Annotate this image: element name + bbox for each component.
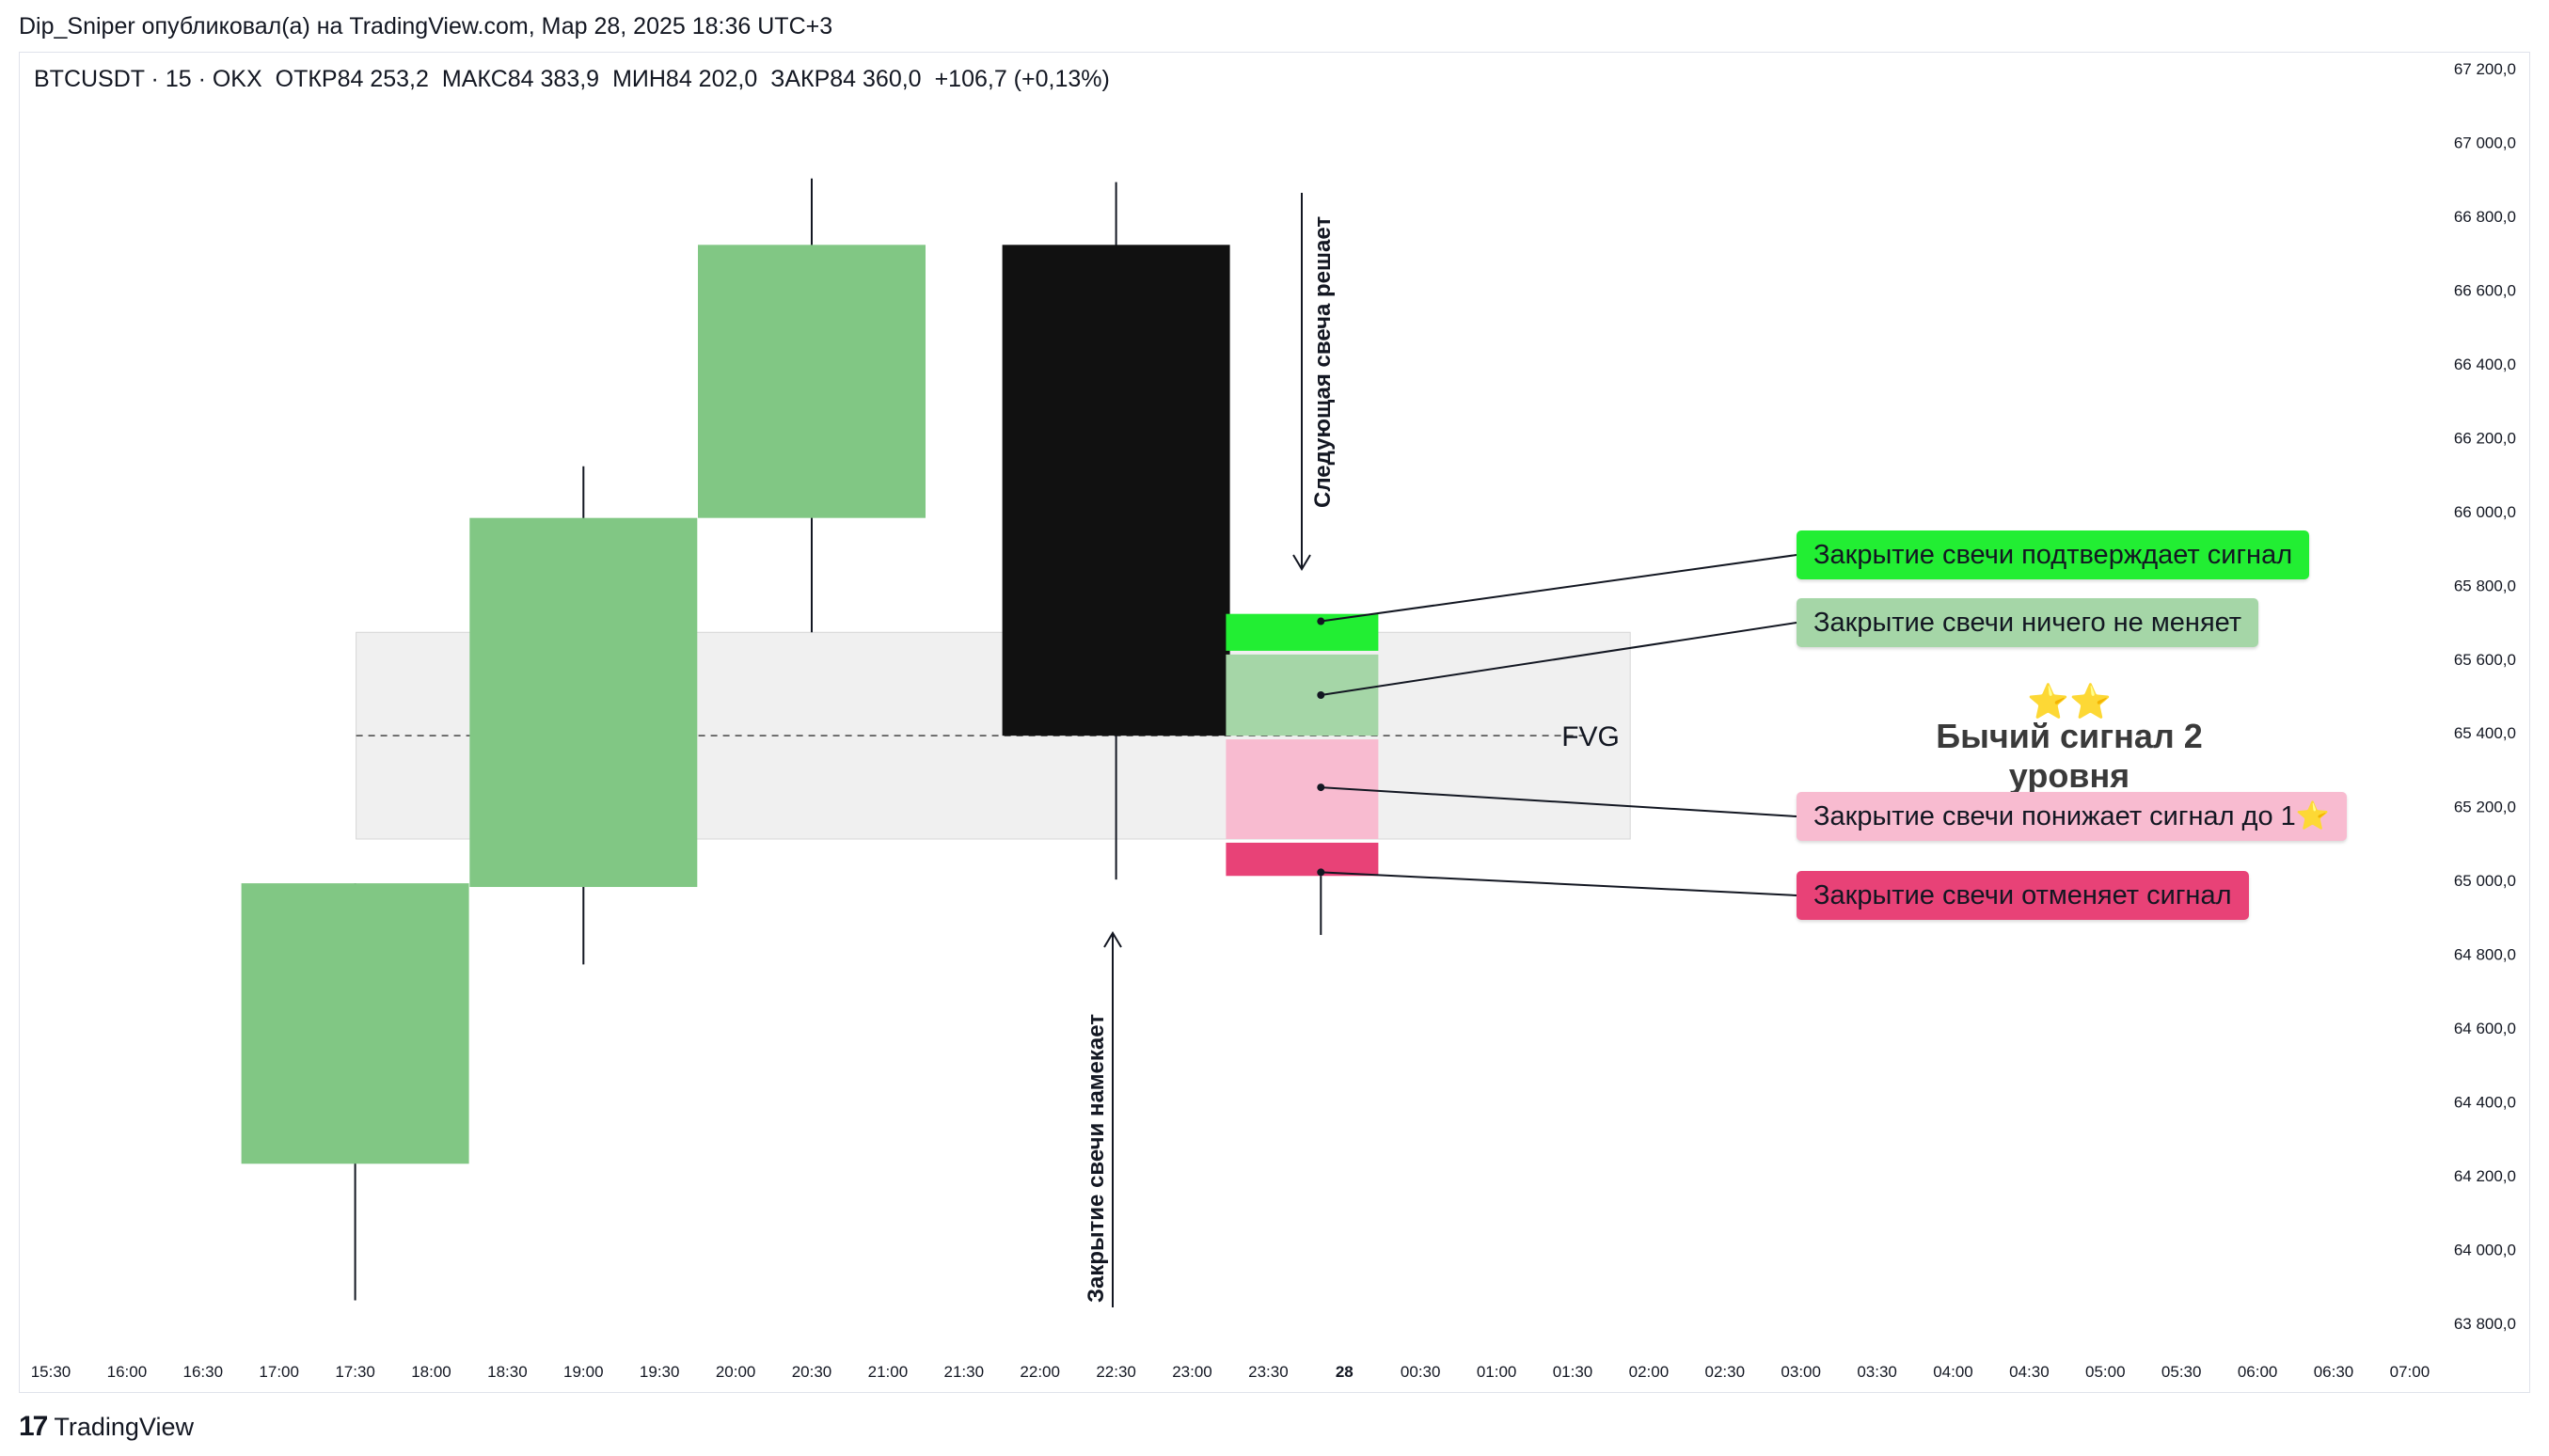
x-tick-label: 06:00: [2238, 1363, 2278, 1381]
y-tick-label: 64 200,0: [2454, 1167, 2516, 1185]
y-tick-label: 66 400,0: [2454, 356, 2516, 373]
y-tick-label: 66 600,0: [2454, 281, 2516, 299]
y-tick-label: 65 800,0: [2454, 577, 2516, 594]
y-tick-label: 65 000,0: [2454, 872, 2516, 890]
x-tick-label: 00:30: [1401, 1363, 1441, 1381]
close-value: ЗАКР84 360,0: [770, 66, 922, 92]
y-tick-label: 63 800,0: [2454, 1315, 2516, 1333]
connector-dot: [1317, 617, 1325, 625]
callout-confirm[interactable]: Закрытие свечи подтверждает сигнал: [1797, 530, 2310, 579]
x-tick-label: 16:00: [107, 1363, 148, 1381]
x-tick-label: 18:00: [411, 1363, 451, 1381]
x-tick-label: 19:30: [640, 1363, 680, 1381]
connector-cancel: [1321, 871, 1797, 896]
y-tick-label: 66 200,0: [2454, 429, 2516, 447]
y-tick-label: 65 400,0: [2454, 724, 2516, 742]
x-tick-label: 22:00: [1020, 1363, 1060, 1381]
tradingview-logo-icon: 17: [19, 1411, 48, 1442]
x-tick-label: 03:00: [1781, 1363, 1821, 1381]
candle-body[interactable]: [469, 517, 698, 888]
y-tick-label: 67 200,0: [2454, 60, 2516, 78]
zone-confirm[interactable]: [1226, 613, 1379, 651]
x-tick-label: 02:30: [1705, 1363, 1746, 1381]
candle-body[interactable]: [698, 245, 926, 518]
x-tick-label: 01:00: [1477, 1363, 1517, 1381]
x-tick-label: 23:30: [1248, 1363, 1289, 1381]
x-tick-label: 21:30: [944, 1363, 985, 1381]
star-icon: ⭐⭐: [2027, 682, 2112, 720]
y-tick-label: 64 400,0: [2454, 1094, 2516, 1112]
x-tick-label: 16:30: [183, 1363, 224, 1381]
x-tick-label: 18:30: [487, 1363, 528, 1381]
high-value: МАКС84 383,9: [441, 66, 600, 92]
callout-neutral[interactable]: Закрытие свечи ничего не меняет: [1797, 598, 2259, 647]
x-tick-label: 21:00: [868, 1363, 909, 1381]
connector-dot: [1317, 868, 1325, 877]
change-value: +106,7 (+0,13%): [934, 66, 1110, 92]
arrow-bottom-label: Закрытие свечи намекает: [1084, 1014, 1109, 1303]
connector-dot: [1317, 783, 1325, 792]
arrow-top-label: Следующая свеча решает: [1310, 216, 1336, 508]
tradingview-logo[interactable]: 17 TradingView: [19, 1411, 194, 1443]
publisher-line: Dip_Sniper опубликовал(а) на TradingView…: [19, 13, 833, 40]
arrow-up-icon: [1103, 931, 1122, 948]
zone-neutral[interactable]: [1226, 654, 1379, 736]
price-axis[interactable]: 67 200,0 67 000,0 66 800,0 66 600,0 66 400,0…: [2454, 60, 2516, 1333]
low-value: МИН84 202,0: [612, 66, 758, 92]
x-tick-label: 20:00: [716, 1363, 756, 1381]
x-tick-label: 23:00: [1172, 1363, 1212, 1381]
callout-downgrade[interactable]: Закрытие свечи понижает сигнал до 1⭐: [1797, 792, 2347, 841]
x-tick-label: 17:30: [335, 1363, 375, 1381]
y-tick-label: 66 800,0: [2454, 208, 2516, 226]
connector-dot: [1317, 691, 1325, 699]
x-tick-label: 03:30: [1857, 1363, 1897, 1381]
y-tick-label: 67 000,0: [2454, 134, 2516, 151]
x-tick-label: 04:30: [2009, 1363, 2050, 1381]
x-tick-label: 01:30: [1553, 1363, 1593, 1381]
tradingview-logo-text: TradingView: [54, 1412, 194, 1441]
candle-body[interactable]: [1002, 245, 1230, 736]
x-tick-label: 17:00: [259, 1363, 299, 1381]
y-tick-label: 64 800,0: [2454, 946, 2516, 964]
connector-neutral: [1321, 622, 1797, 696]
x-tick-label: 19:00: [563, 1363, 604, 1381]
arrow-down-icon: [1292, 554, 1311, 571]
x-tick-label: 02:00: [1629, 1363, 1670, 1381]
x-tick-label: 28: [1336, 1363, 1354, 1381]
x-tick-label: 06:30: [2314, 1363, 2354, 1381]
zone-cancel[interactable]: [1226, 842, 1379, 877]
y-tick-label: 65 600,0: [2454, 651, 2516, 669]
x-tick-label: 20:30: [792, 1363, 832, 1381]
symbol-name[interactable]: BTCUSDT · 15 · OKX: [34, 66, 262, 92]
y-tick-label: 65 200,0: [2454, 799, 2516, 816]
candle-body[interactable]: [241, 883, 469, 1164]
x-tick-label: 05:30: [2161, 1363, 2202, 1381]
x-tick-label: 05:00: [2085, 1363, 2126, 1381]
signal-title: Бычий сигнал 2 уровня: [1936, 717, 2203, 795]
connector-confirm: [1321, 554, 1797, 623]
y-tick-label: 64 600,0: [2454, 1020, 2516, 1037]
x-tick-label: 22:30: [1096, 1363, 1136, 1381]
time-axis[interactable]: 15:30 16:00 16:30 17:00 17:30 18:00 18:30 19:00…: [31, 1363, 2430, 1381]
fvg-label: FVG: [1561, 721, 1620, 752]
connector-downgrade: [1321, 786, 1797, 817]
callout-cancel[interactable]: Закрытие свечи отменяет сигнал: [1797, 871, 2249, 920]
symbol-bar: BTCUSDT · 15 · OKX ОТКР84 253,2 МАКС84 383…: [34, 66, 1123, 93]
x-tick-label: 07:00: [2390, 1363, 2430, 1381]
y-tick-label: 64 000,0: [2454, 1242, 2516, 1259]
open-value: ОТКР84 253,2: [275, 66, 429, 92]
y-tick-label: 66 000,0: [2454, 503, 2516, 521]
chart-frame: [19, 52, 2530, 1393]
x-tick-label: 15:30: [31, 1363, 71, 1381]
x-tick-label: 04:00: [1933, 1363, 1973, 1381]
